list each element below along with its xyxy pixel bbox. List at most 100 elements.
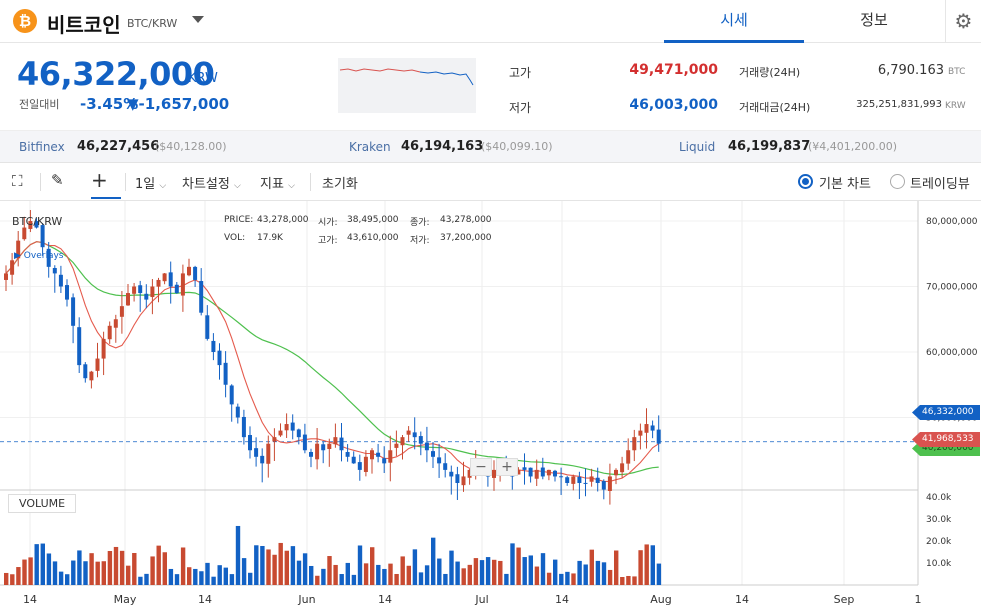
- candle-body: [528, 467, 533, 477]
- gear-icon[interactable]: ⚙: [945, 0, 981, 43]
- coin-name[interactable]: 비트코인: [47, 13, 121, 37]
- candle-body: [406, 430, 411, 435]
- zoom-in-button[interactable]: +: [496, 458, 518, 476]
- candle-body: [4, 273, 8, 280]
- exchange-usd: ($40,099.10): [481, 140, 553, 153]
- volume-bar: [211, 576, 216, 585]
- high-value: 49,471,000: [629, 62, 718, 78]
- volume-bar: [217, 565, 222, 585]
- candle-body: [370, 450, 374, 460]
- coin-pair[interactable]: BTC/KRW: [127, 17, 178, 30]
- candle-body: [290, 422, 295, 431]
- tab-price[interactable]: 시세: [664, 0, 804, 43]
- candle-body: [254, 448, 259, 457]
- candle-body: [113, 319, 118, 328]
- fullscreen-icon[interactable]: ⛶: [12, 172, 23, 190]
- candle-body: [333, 437, 338, 445]
- chevron-down-icon[interactable]: [192, 16, 204, 23]
- overlays-toggle[interactable]: ▶ Overlays: [14, 251, 63, 261]
- chart-settings-label: 차트설정: [182, 177, 230, 192]
- candle-body: [327, 443, 332, 449]
- candle-body: [107, 325, 112, 340]
- candle-body: [89, 371, 94, 381]
- reset-button[interactable]: 초기화: [322, 177, 358, 192]
- candle-body: [58, 274, 63, 287]
- candle-body: [199, 281, 204, 313]
- basic-chart-label[interactable]: 기본 차트: [819, 177, 871, 192]
- tab-info[interactable]: 정보: [860, 11, 888, 29]
- volume-bar: [492, 559, 497, 585]
- low-label: 저가: [509, 101, 532, 115]
- volume-bar: [28, 557, 33, 585]
- divider: [125, 173, 126, 191]
- volume-bar: [528, 555, 533, 585]
- volume-24h-value: 6,790.163: [877, 63, 944, 78]
- candle-body: [546, 469, 551, 476]
- price-chart[interactable]: 80,000,00070,000,00060,000,00050,000,000…: [0, 201, 981, 613]
- candle-body: [626, 450, 631, 464]
- candle-body: [400, 437, 405, 446]
- x-tick-label: 14: [378, 593, 392, 606]
- basic-chart-radio[interactable]: [798, 174, 813, 189]
- tradingview-radio[interactable]: [890, 174, 905, 189]
- candle-body: [424, 442, 429, 451]
- tradingview-label[interactable]: 트레이딩뷰: [910, 177, 970, 192]
- volume-bar: [455, 561, 460, 585]
- volume-bar: [309, 565, 314, 585]
- volume-bar: [559, 573, 564, 585]
- candle-body: [315, 443, 320, 460]
- exchange-name[interactable]: Kraken: [349, 140, 391, 154]
- exchange-name[interactable]: Liquid: [679, 140, 716, 154]
- exchange-usd: ($40,128.00): [155, 140, 227, 153]
- candle-body: [217, 350, 222, 366]
- candle-body: [565, 477, 570, 483]
- volume-bar: [565, 571, 570, 585]
- candle-body: [284, 424, 289, 431]
- zoom-out-button[interactable]: −: [470, 458, 492, 476]
- info-close-label: 종가:: [410, 218, 430, 228]
- bitcoin-logo-icon: ₿: [13, 9, 37, 33]
- y-tick-label: 70,000,000: [926, 283, 978, 293]
- candle-body: [492, 469, 496, 478]
- chart-settings-menu[interactable]: 차트설정 ⌵: [182, 173, 241, 192]
- volume-bar: [10, 574, 15, 585]
- info-close-value: 43,278,000: [440, 215, 492, 225]
- interval-select[interactable]: 1일 ⌵: [135, 173, 166, 192]
- candle-body: [101, 338, 106, 359]
- crosshair-icon[interactable]: +: [91, 168, 121, 199]
- volume-bar: [187, 567, 192, 585]
- candle-body: [516, 469, 521, 475]
- candle-body: [455, 474, 460, 483]
- volume-bar: [302, 553, 308, 585]
- info-low-value: 37,200,000: [440, 233, 492, 243]
- volume-bar: [150, 556, 155, 585]
- volume-bar: [601, 562, 607, 585]
- volume-bar: [607, 569, 613, 585]
- volume-bar: [418, 572, 424, 585]
- volume-bar: [504, 573, 509, 585]
- volume-bar: [180, 547, 186, 585]
- indicators-menu[interactable]: 지표 ⌵: [260, 173, 295, 192]
- candle-body: [168, 272, 173, 287]
- change-label: 전일대비: [19, 98, 60, 111]
- volume-bar: [16, 567, 21, 585]
- candle-body: [302, 434, 307, 451]
- volume-bar: [473, 558, 479, 585]
- chart-toolbar: ⛶ ✎ + 1일 ⌵ 차트설정 ⌵ 지표 ⌵ 초기화 기본 차트 트레이딩뷰: [0, 163, 981, 201]
- pencil-icon[interactable]: ✎: [51, 171, 64, 189]
- volume-bar: [58, 571, 64, 585]
- volume-bar: [333, 564, 338, 585]
- exchange-name[interactable]: Bitfinex: [19, 140, 65, 154]
- chart-canvas[interactable]: 80,000,00070,000,00060,000,00050,000,000…: [0, 201, 981, 613]
- x-tick-label: Jul: [474, 593, 488, 606]
- candle-body: [571, 476, 576, 484]
- volume-24h-label: 거래량(24H): [739, 66, 801, 79]
- volume-bar: [485, 557, 491, 585]
- volume-panel-label: VOLUME: [8, 494, 77, 513]
- volume-bar: [34, 544, 39, 585]
- volume-bar: [327, 556, 332, 585]
- volume-bar: [119, 550, 125, 585]
- volume-bar: [522, 557, 527, 585]
- volume-bar: [248, 572, 253, 585]
